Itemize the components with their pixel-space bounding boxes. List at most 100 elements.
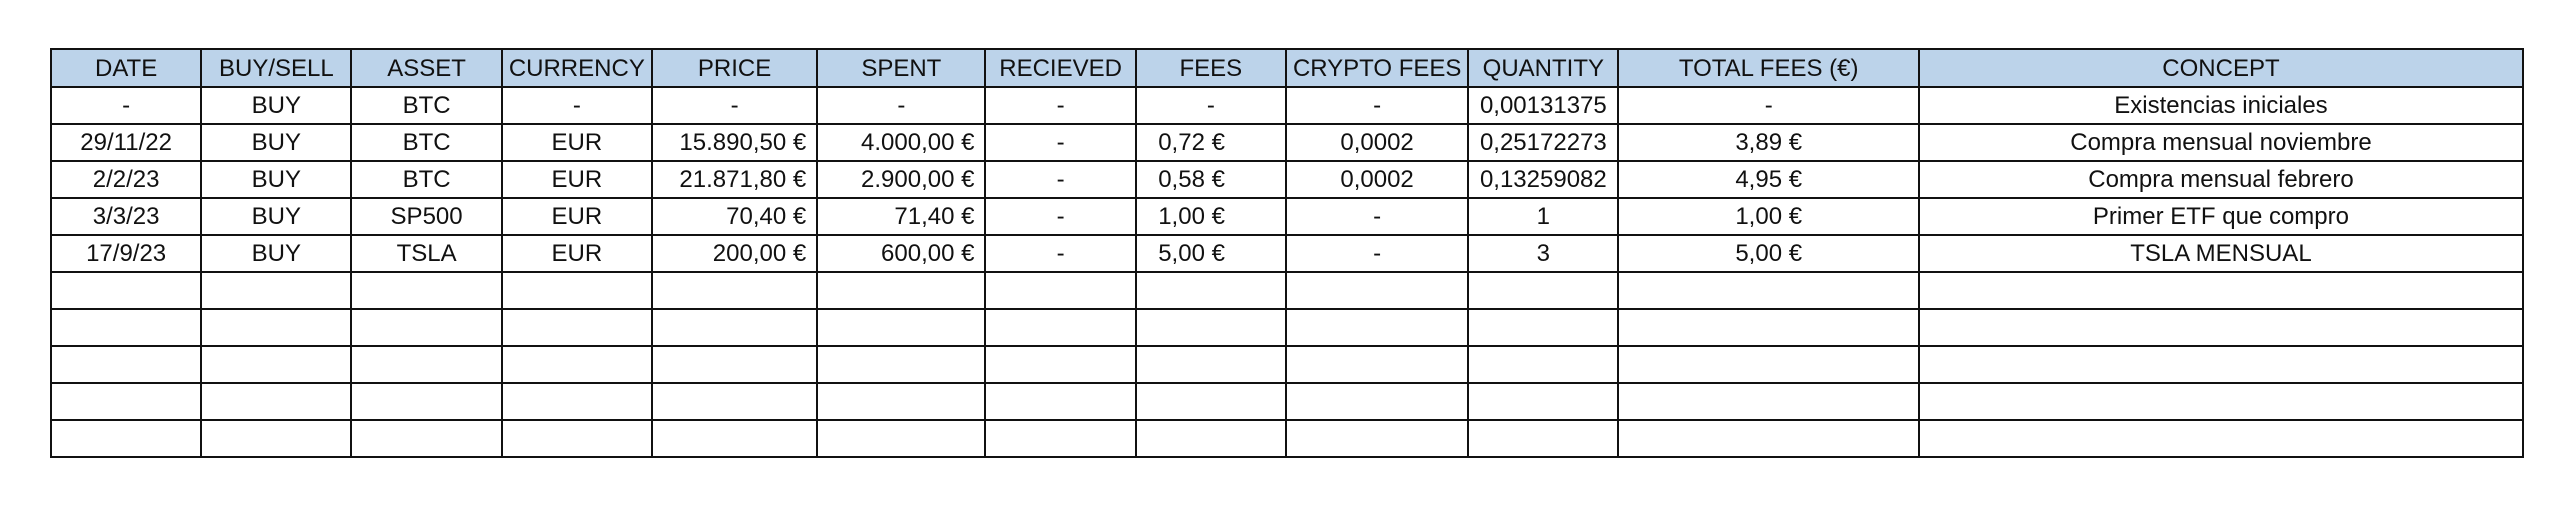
empty-cell[interactable] <box>1617 308 1920 347</box>
cell-asset[interactable]: BTC <box>350 86 503 125</box>
cell-concept[interactable]: Existencias iniciales <box>1917 86 2525 125</box>
empty-cell[interactable] <box>49 308 203 347</box>
cell-crypto-fees[interactable]: 0,0002 <box>1284 123 1470 162</box>
empty-cell[interactable] <box>650 345 819 384</box>
empty-cell[interactable] <box>1917 382 2525 421</box>
cell-buy-sell[interactable]: BUY <box>200 123 353 162</box>
cell-total-fees[interactable]: 1,00 € <box>1617 197 1920 236</box>
empty-cell[interactable] <box>1284 382 1470 421</box>
empty-cell[interactable] <box>350 419 503 458</box>
cell-total-fees[interactable]: 3,89 € <box>1617 123 1920 162</box>
header-quantity[interactable]: QUANTITY <box>1467 48 1620 88</box>
empty-cell[interactable] <box>500 345 653 384</box>
cell-asset[interactable]: TSLA <box>350 234 503 273</box>
empty-cell[interactable] <box>984 308 1137 347</box>
cell-currency[interactable]: - <box>500 86 653 125</box>
cell-date[interactable]: 2/2/23 <box>49 160 203 199</box>
empty-cell[interactable] <box>500 419 653 458</box>
cell-crypto-fees[interactable]: 0,0002 <box>1284 160 1470 199</box>
empty-cell[interactable] <box>49 382 203 421</box>
empty-cell[interactable] <box>1134 271 1287 310</box>
empty-cell[interactable] <box>500 382 653 421</box>
empty-cell[interactable] <box>816 382 987 421</box>
empty-cell[interactable] <box>1917 308 2525 347</box>
cell-buy-sell[interactable]: BUY <box>200 197 353 236</box>
header-recieved[interactable]: RECIEVED <box>984 48 1137 88</box>
cell-spent[interactable]: 2.900,00 € <box>816 160 987 199</box>
cell-price[interactable]: 21.871,80 € <box>650 160 819 199</box>
cell-currency[interactable]: EUR <box>500 197 653 236</box>
empty-cell[interactable] <box>500 271 653 310</box>
empty-cell[interactable] <box>200 345 353 384</box>
empty-cell[interactable] <box>650 382 819 421</box>
empty-cell[interactable] <box>49 419 203 458</box>
cell-asset[interactable]: BTC <box>350 123 503 162</box>
empty-cell[interactable] <box>1617 419 1920 458</box>
empty-cell[interactable] <box>816 271 987 310</box>
empty-cell[interactable] <box>1284 271 1470 310</box>
empty-cell[interactable] <box>1134 382 1287 421</box>
header-concept[interactable]: CONCEPT <box>1917 48 2525 88</box>
cell-quantity[interactable]: 0,13259082 <box>1467 160 1620 199</box>
empty-cell[interactable] <box>816 345 987 384</box>
empty-cell[interactable] <box>350 345 503 384</box>
cell-price[interactable]: 70,40 € <box>650 197 819 236</box>
cell-date[interactable]: - <box>49 86 203 125</box>
empty-cell[interactable] <box>1467 382 1620 421</box>
cell-concept[interactable]: Compra mensual noviembre <box>1917 123 2525 162</box>
cell-recieved[interactable]: - <box>984 197 1137 236</box>
empty-cell[interactable] <box>1134 308 1287 347</box>
cell-spent[interactable]: 71,40 € <box>816 197 987 236</box>
cell-fees[interactable]: - <box>1134 86 1287 125</box>
empty-cell[interactable] <box>49 345 203 384</box>
empty-cell[interactable] <box>1467 419 1620 458</box>
cell-fees[interactable]: 5,00 € <box>1134 234 1287 273</box>
header-spent[interactable]: SPENT <box>816 48 987 88</box>
cell-total-fees[interactable]: 4,95 € <box>1617 160 1920 199</box>
empty-cell[interactable] <box>816 419 987 458</box>
empty-cell[interactable] <box>1467 345 1620 384</box>
empty-cell[interactable] <box>984 382 1137 421</box>
cell-crypto-fees[interactable]: - <box>1284 86 1470 125</box>
empty-cell[interactable] <box>1617 345 1920 384</box>
cell-quantity[interactable]: 0,25172273 <box>1467 123 1620 162</box>
cell-crypto-fees[interactable]: - <box>1284 234 1470 273</box>
cell-concept[interactable]: TSLA MENSUAL <box>1917 234 2525 273</box>
empty-cell[interactable] <box>984 419 1137 458</box>
cell-quantity[interactable]: 3 <box>1467 234 1620 273</box>
header-crypto-fees[interactable]: CRYPTO FEES <box>1284 48 1470 88</box>
cell-date[interactable]: 3/3/23 <box>49 197 203 236</box>
header-asset[interactable]: ASSET <box>350 48 503 88</box>
cell-quantity[interactable]: 0,00131375 <box>1467 86 1620 125</box>
empty-cell[interactable] <box>200 308 353 347</box>
empty-cell[interactable] <box>1467 308 1620 347</box>
cell-total-fees[interactable]: 5,00 € <box>1617 234 1920 273</box>
empty-cell[interactable] <box>350 308 503 347</box>
empty-cell[interactable] <box>650 419 819 458</box>
cell-recieved[interactable]: - <box>984 160 1137 199</box>
empty-cell[interactable] <box>200 419 353 458</box>
header-buy-sell[interactable]: BUY/SELL <box>200 48 353 88</box>
empty-cell[interactable] <box>650 308 819 347</box>
cell-fees[interactable]: 0,72 € <box>1134 123 1287 162</box>
empty-cell[interactable] <box>1917 271 2525 310</box>
header-currency[interactable]: CURRENCY <box>500 48 653 88</box>
cell-price[interactable]: 15.890,50 € <box>650 123 819 162</box>
cell-buy-sell[interactable]: BUY <box>200 160 353 199</box>
cell-price[interactable]: - <box>650 86 819 125</box>
cell-recieved[interactable]: - <box>984 123 1137 162</box>
cell-recieved[interactable]: - <box>984 234 1137 273</box>
cell-spent[interactable]: - <box>816 86 987 125</box>
cell-buy-sell[interactable]: BUY <box>200 234 353 273</box>
cell-quantity[interactable]: 1 <box>1467 197 1620 236</box>
cell-recieved[interactable]: - <box>984 86 1137 125</box>
cell-concept[interactable]: Compra mensual febrero <box>1917 160 2525 199</box>
cell-crypto-fees[interactable]: - <box>1284 197 1470 236</box>
cell-date[interactable]: 17/9/23 <box>49 234 203 273</box>
empty-cell[interactable] <box>1284 308 1470 347</box>
header-total-fees[interactable]: TOTAL FEES (€) <box>1617 48 1920 88</box>
cell-spent[interactable]: 4.000,00 € <box>816 123 987 162</box>
cell-currency[interactable]: EUR <box>500 160 653 199</box>
empty-cell[interactable] <box>984 271 1137 310</box>
header-fees[interactable]: FEES <box>1134 48 1287 88</box>
